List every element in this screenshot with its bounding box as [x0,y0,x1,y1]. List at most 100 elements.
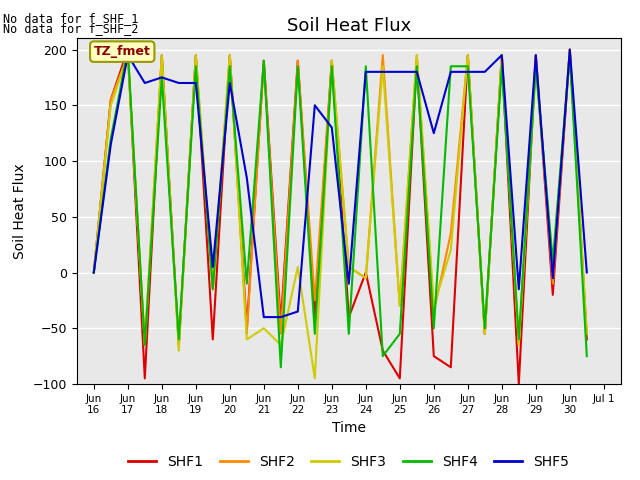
SHF2 [447,230,454,236]
SHF1 [260,58,268,63]
SHF4 [549,259,557,264]
SHF3 [430,303,438,309]
SHF4 [345,331,353,336]
SHF5 [294,309,301,314]
SHF2 [481,331,489,336]
SHF2 [345,264,353,270]
SHF4 [566,52,573,58]
SHF3 [294,264,301,270]
SHF1 [362,270,370,276]
SHF5 [532,52,540,58]
SHF5 [396,69,404,75]
SHF2 [430,309,438,314]
SHF4 [430,325,438,331]
SHF4 [209,287,216,292]
SHF5 [328,125,335,131]
SHF3 [124,52,132,58]
SHF1 [158,52,166,58]
SHF2 [498,52,506,58]
SHF4 [158,74,166,80]
SHF4 [175,336,182,342]
SHF2 [294,58,301,63]
SHF3 [243,336,251,342]
SHF2 [107,97,115,103]
SHF5 [226,80,234,86]
SHF1 [107,97,115,103]
Y-axis label: Soil Heat Flux: Soil Heat Flux [13,163,27,259]
SHF3 [311,375,319,381]
SHF1 [532,52,540,58]
SHF4 [328,63,335,69]
Legend: SHF1, SHF2, SHF3, SHF4, SHF5: SHF1, SHF2, SHF3, SHF4, SHF5 [123,450,575,475]
SHF5 [124,52,132,58]
SHF4 [243,281,251,287]
SHF4 [532,63,540,69]
SHF5 [379,69,387,75]
SHF1 [498,52,506,58]
SHF3 [464,52,472,58]
SHF3 [141,342,148,348]
SHF4 [481,325,489,331]
SHF5 [549,275,557,281]
SHF4 [107,136,115,142]
SHF4 [515,336,523,342]
SHF4 [498,63,506,69]
SHF1 [396,375,404,381]
SHF4 [192,63,200,69]
SHF1 [447,364,454,370]
Text: TZ_fmet: TZ_fmet [94,45,150,58]
SHF4 [396,331,404,336]
SHF3 [379,63,387,69]
SHF3 [226,52,234,58]
SHF1 [175,342,182,348]
SHF1 [294,58,301,63]
SHF2 [328,58,335,63]
SHF5 [345,281,353,287]
Line: SHF3: SHF3 [94,49,587,378]
SHF1 [328,58,335,63]
SHF5 [158,74,166,80]
SHF5 [192,80,200,86]
SHF2 [277,331,285,336]
SHF5 [90,270,98,276]
SHF3 [345,264,353,270]
SHF3 [90,270,98,276]
SHF3 [328,58,335,63]
SHF5 [277,314,285,320]
SHF2 [532,52,540,58]
SHF5 [362,69,370,75]
SHF3 [192,52,200,58]
SHF5 [566,47,573,52]
SHF4 [362,63,370,69]
Line: SHF4: SHF4 [94,49,587,367]
SHF3 [515,342,523,348]
SHF1 [413,58,420,63]
SHF4 [447,63,454,69]
SHF1 [124,47,132,52]
SHF1 [566,47,573,52]
SHF3 [158,52,166,58]
SHF4 [583,353,591,359]
SHF5 [311,102,319,108]
SHF2 [226,52,234,58]
SHF4 [277,364,285,370]
SHF1 [345,314,353,320]
SHF2 [549,281,557,287]
SHF2 [158,52,166,58]
SHF1 [209,336,216,342]
SHF1 [226,52,234,58]
Title: Soil Heat Flux: Soil Heat Flux [287,17,411,36]
SHF4 [379,353,387,359]
SHF3 [175,348,182,353]
SHF4 [141,342,148,348]
X-axis label: Time: Time [332,421,366,435]
SHF4 [260,58,268,63]
SHF3 [260,325,268,331]
SHF3 [566,47,573,52]
SHF1 [90,270,98,276]
SHF5 [243,175,251,180]
SHF2 [90,270,98,276]
SHF2 [311,298,319,303]
SHF1 [141,375,148,381]
SHF4 [226,63,234,69]
